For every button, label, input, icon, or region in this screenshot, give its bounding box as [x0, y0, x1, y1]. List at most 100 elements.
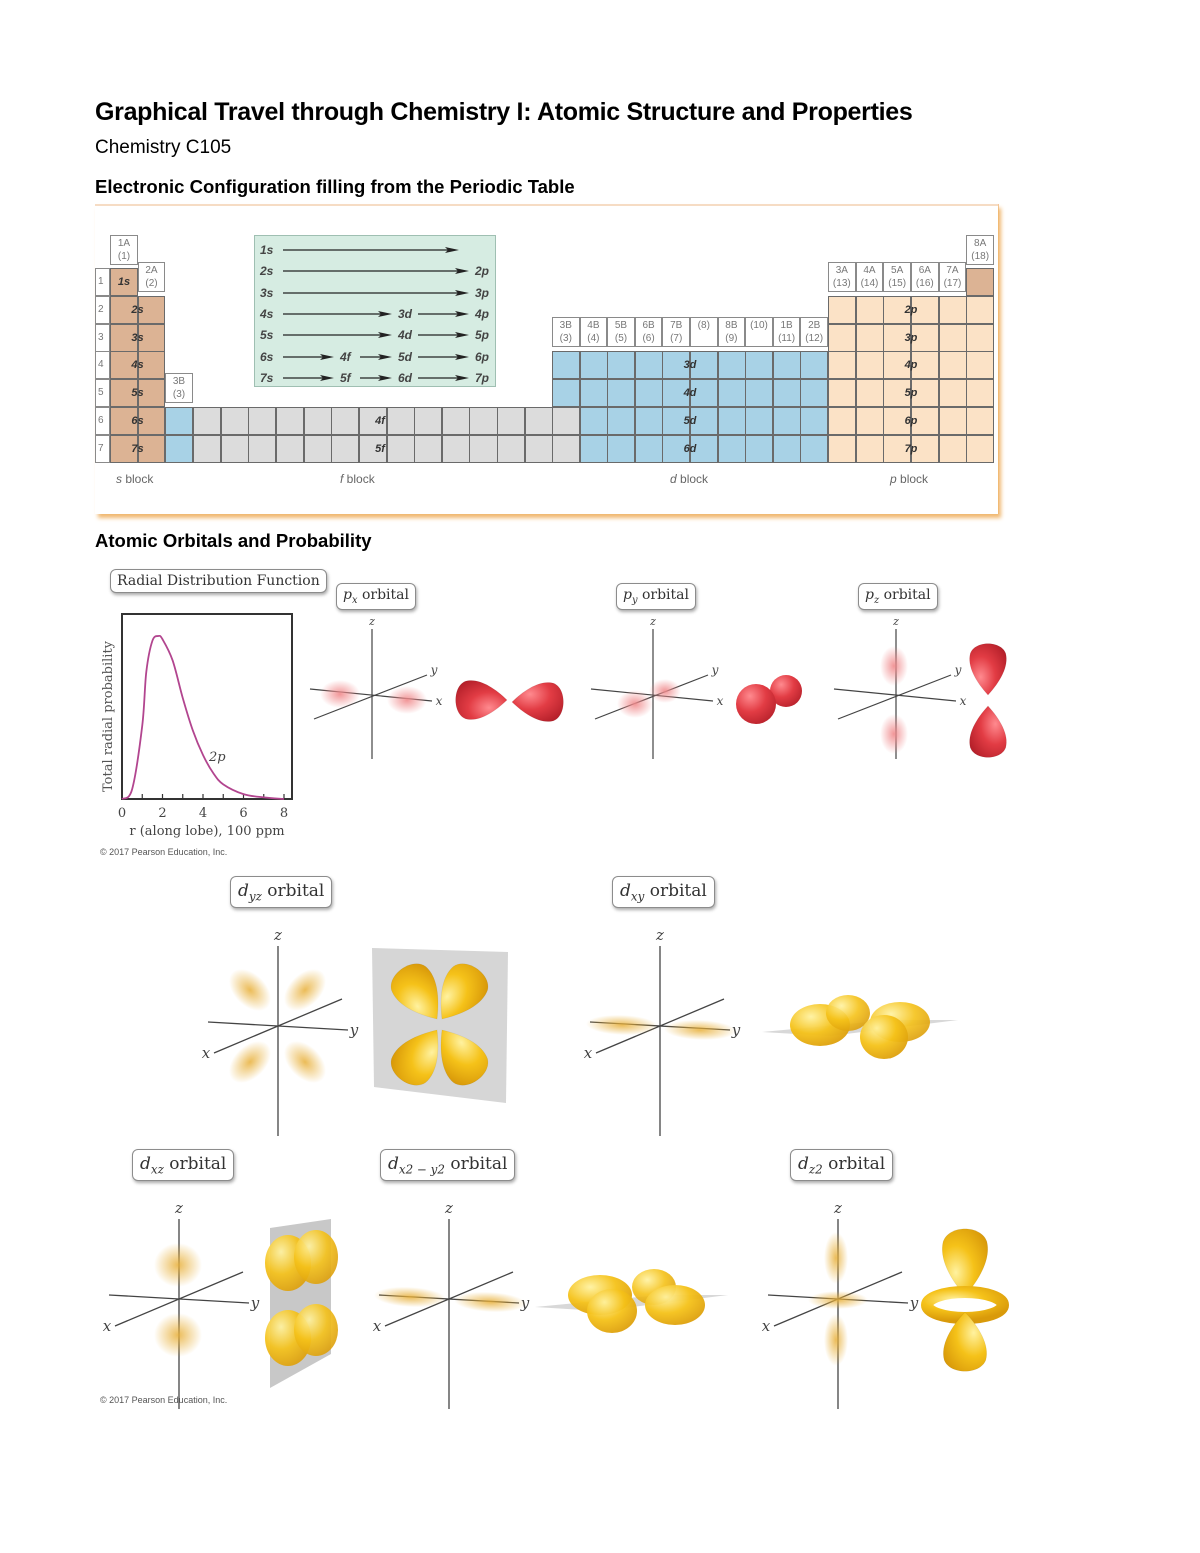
d-block-label: 5d	[683, 415, 697, 427]
f-block-cell	[386, 407, 415, 435]
f-block-cell	[358, 435, 387, 463]
arrow-icon	[283, 310, 469, 317]
dyz-lobe-icon	[440, 963, 489, 1020]
py-cloud	[617, 690, 653, 718]
p-block-cell	[855, 296, 884, 324]
x-axis	[595, 998, 725, 1054]
dz2-cloud	[824, 1232, 848, 1284]
filling-order-row: 6s 4f 5d 6p	[255, 347, 495, 367]
d-block-cell	[745, 351, 774, 379]
py-orbital-label: py orbital	[616, 583, 696, 610]
p-block-cell	[855, 407, 884, 435]
dxy-cloud	[664, 1019, 736, 1041]
y-axis-label: y	[430, 663, 438, 677]
p-block-cell	[883, 296, 912, 324]
p-block-cell	[883, 407, 912, 435]
group-header-1a: 1A (1)	[110, 235, 138, 265]
d-block-cell	[717, 379, 746, 407]
dxz-orbital-label: dxz orbital	[132, 1149, 235, 1182]
arrow-icon	[283, 247, 459, 253]
f-block-cell	[220, 407, 249, 435]
filling-order-row: 7s 5f 6d 7p	[255, 368, 495, 388]
p-block-cell	[855, 435, 884, 463]
f-block-cell	[497, 407, 526, 435]
dx2y2-lobe-icon	[645, 1285, 705, 1325]
dx2y2-cloud	[374, 1286, 446, 1308]
d-block-label: 4d	[683, 387, 697, 399]
y-axis-label: y	[731, 1021, 741, 1039]
dxz-cloud	[154, 1313, 202, 1357]
subshell-label: 4d	[398, 328, 413, 343]
f-block-cell	[220, 435, 249, 463]
subshell-label: 5d	[398, 349, 413, 364]
s-block-label: 5s	[131, 387, 144, 399]
period-number: 4	[95, 351, 110, 379]
group-header-d: 7B (7)	[662, 317, 690, 347]
subshell-label: 6d	[398, 370, 413, 385]
d-block-cell	[800, 407, 829, 435]
y-axis-label: Total radial probability	[101, 640, 116, 792]
d-block-cell	[800, 351, 829, 379]
group-header-p: 4A (14)	[855, 262, 884, 292]
z-axis-label: z	[368, 615, 375, 628]
z-axis-label: z	[833, 1199, 842, 1217]
subshell-label: 3p	[475, 285, 490, 300]
z-axis-label: z	[273, 926, 282, 944]
y-axis-label: y	[954, 663, 962, 677]
copyright-1: © 2017 Pearson Education, Inc.	[100, 847, 228, 857]
group-header-2a: 2A (2)	[138, 262, 165, 292]
z-axis-label: z	[444, 1199, 453, 1217]
f-block-label: 5f	[375, 443, 385, 455]
f-block-label: 4f	[375, 415, 385, 427]
x-axis-label: x	[103, 1317, 112, 1335]
page-title: Graphical Travel through Chemistry I: At…	[95, 98, 913, 126]
dyz-lobe-icon	[390, 1029, 439, 1086]
group-header-d: 4B (4)	[579, 317, 608, 347]
dyz-cloud	[284, 1041, 326, 1083]
d-block-cell	[552, 407, 581, 435]
chart-frame	[121, 613, 293, 800]
s-block-cell	[138, 351, 165, 379]
s-block-cell	[110, 407, 138, 435]
p-block-cell	[883, 435, 912, 463]
group-header-p: 7A (17)	[938, 262, 967, 292]
d-block-cell	[607, 407, 636, 435]
py-lobe-icon	[770, 675, 802, 707]
d-block-cell	[607, 351, 636, 379]
d-block-cell	[772, 435, 801, 463]
dxy-lobe-icon	[860, 1015, 908, 1059]
s-block-label: 4s	[131, 359, 144, 371]
f-block-cell	[386, 435, 415, 463]
group-header-p: 5A (15)	[883, 262, 911, 292]
py-lobe-icon	[736, 684, 776, 724]
d-block-caption: d block	[670, 472, 709, 486]
dxz-cloud	[154, 1243, 202, 1287]
d-block-cell	[745, 379, 774, 407]
f-block-cell	[275, 407, 305, 435]
dxz-lobe-icon	[294, 1304, 338, 1356]
z-axis-label: z	[174, 1199, 183, 1217]
period-number: 1	[95, 268, 110, 296]
subshell-label: 6s	[260, 349, 274, 364]
d-block-cell	[690, 407, 719, 435]
px-lobe-icon	[455, 680, 508, 720]
arrow-icon	[283, 289, 469, 296]
period-number: 2	[95, 296, 110, 324]
p-block-label: 3p	[904, 332, 918, 344]
group-header-d: 2B (12)	[800, 317, 828, 347]
p-block-label: 2p	[904, 304, 918, 316]
p-block-cell	[938, 435, 967, 463]
period-number: 5	[95, 379, 110, 407]
d-block-cell	[690, 435, 719, 463]
d-block-cell	[772, 379, 801, 407]
p-block-cell	[911, 407, 940, 435]
f-block-cell	[469, 407, 498, 435]
d-block-cell	[634, 435, 663, 463]
dx2-y2-orbital-label: dx2 − y2 orbital	[380, 1149, 516, 1182]
section-heading-config: Electronic Configuration filling from th…	[95, 176, 575, 197]
f-block-cell	[331, 407, 360, 435]
p-block-cell	[911, 435, 940, 463]
filling-order-row: 3s 3p	[255, 283, 495, 303]
p-block-cell	[828, 351, 857, 379]
